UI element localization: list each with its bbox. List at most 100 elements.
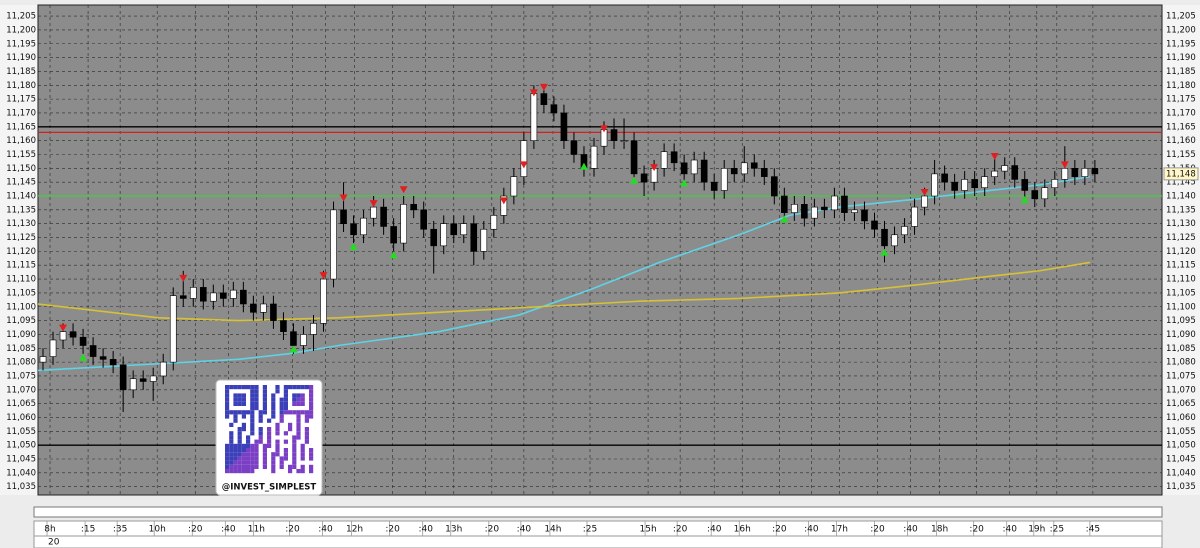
- qr-module: [275, 448, 280, 453]
- candle-body: [149, 375, 157, 382]
- qr-module: [283, 448, 288, 453]
- candle-body: [39, 356, 47, 363]
- y-tick-label: 11,165: [6, 122, 36, 132]
- y-tick-label-right: 11,085: [1166, 344, 1196, 354]
- qr-module: [233, 469, 238, 474]
- left-axis-panel: [0, 5, 37, 495]
- candle-body: [99, 356, 107, 360]
- candle: [210, 284, 217, 310]
- qr-module: [279, 397, 284, 402]
- candle: [510, 168, 518, 205]
- y-tick-label-right: 11,130: [1166, 219, 1196, 229]
- candle-body: [360, 217, 367, 236]
- qr-module: [309, 464, 314, 469]
- sell-signal: [1060, 161, 1069, 169]
- y-tick-label: 11,185: [6, 67, 36, 77]
- y-tick-label: 11,100: [6, 302, 36, 312]
- candle: [740, 146, 748, 183]
- qr-module: [237, 401, 242, 406]
- candle-body: [610, 129, 618, 141]
- y-tick-label-right: 11,100: [1166, 302, 1196, 312]
- candle: [300, 326, 307, 354]
- candle-body: [270, 303, 277, 321]
- qr-module: [296, 410, 301, 415]
- qr-module: [271, 406, 276, 411]
- qr-module: [237, 443, 242, 448]
- x-tick-label: :40: [804, 525, 819, 535]
- candle: [490, 207, 498, 238]
- qr-module: [233, 410, 238, 415]
- y-tick-label: 11,065: [6, 399, 36, 409]
- qr-module: [225, 448, 230, 453]
- sell-signal: [59, 324, 68, 332]
- x-tick-label: 12h: [346, 525, 363, 535]
- candle-body: [821, 206, 828, 211]
- x-tick-label: :20: [285, 525, 300, 535]
- y-tick-label-right: 11,165: [1166, 122, 1196, 132]
- qr-module: [309, 389, 314, 394]
- qr-module: [250, 406, 255, 411]
- candle: [1041, 179, 1049, 208]
- candle-body: [670, 151, 678, 164]
- candle-body: [139, 378, 147, 382]
- qr-module: [241, 452, 246, 457]
- candle-body: [921, 195, 928, 208]
- qr-module: [292, 460, 297, 465]
- candle-body: [851, 209, 858, 213]
- sell-signal: [990, 153, 999, 161]
- qr-module: [241, 460, 246, 465]
- x-tick-label: :25: [583, 525, 597, 535]
- candle-body: [1051, 179, 1059, 189]
- buy-signal: [79, 353, 88, 361]
- qr-module: [229, 464, 234, 469]
- y-tick-label-right: 11,155: [1166, 150, 1196, 160]
- qr-module: [229, 422, 234, 427]
- qr-module: [237, 460, 242, 465]
- candle-body: [760, 168, 768, 177]
- qr-module: [283, 385, 288, 390]
- candle-body: [330, 209, 337, 280]
- qr-module: [254, 460, 259, 465]
- candle: [400, 196, 407, 252]
- candle: [1071, 160, 1079, 185]
- qr-module: [229, 452, 234, 457]
- y-tick-label: 11,120: [6, 247, 36, 257]
- qr-module: [237, 469, 242, 474]
- qr-module: [309, 401, 314, 406]
- candle: [550, 96, 558, 122]
- candle: [680, 154, 688, 183]
- qr-module: [283, 393, 288, 398]
- candle-body: [129, 378, 137, 391]
- y-tick-label-right: 11,185: [1166, 67, 1196, 77]
- scrollbar[interactable]: [33, 506, 1163, 518]
- candle: [861, 201, 868, 230]
- qr-module: [250, 389, 255, 394]
- candle: [460, 215, 468, 244]
- candle-body: [480, 228, 488, 252]
- qr-module: [237, 435, 242, 440]
- x-tick-label: :15: [81, 525, 95, 535]
- candle: [1001, 157, 1009, 180]
- candle-body: [1031, 190, 1039, 200]
- qr-module: [292, 443, 297, 448]
- qr-module: [296, 427, 301, 432]
- qr-module: [267, 418, 272, 423]
- qr-module: [283, 406, 288, 411]
- qr-module: [250, 418, 255, 423]
- qr-module: [300, 393, 305, 398]
- y-tick-label: 11,200: [6, 25, 36, 35]
- buy-signal: [1020, 196, 1029, 204]
- qr-module: [229, 439, 234, 444]
- qr-module: [250, 456, 255, 461]
- candle: [610, 118, 618, 149]
- y-tick-label: 11,170: [6, 108, 36, 118]
- qr-module: [300, 385, 305, 390]
- qr-module: [262, 397, 267, 402]
- qr-module: [250, 397, 255, 402]
- candle: [79, 328, 87, 354]
- qr-module: [225, 393, 230, 398]
- candle-body: [250, 303, 257, 313]
- sell-signal: [179, 274, 188, 282]
- qr-module: [300, 456, 305, 461]
- candle: [109, 351, 117, 374]
